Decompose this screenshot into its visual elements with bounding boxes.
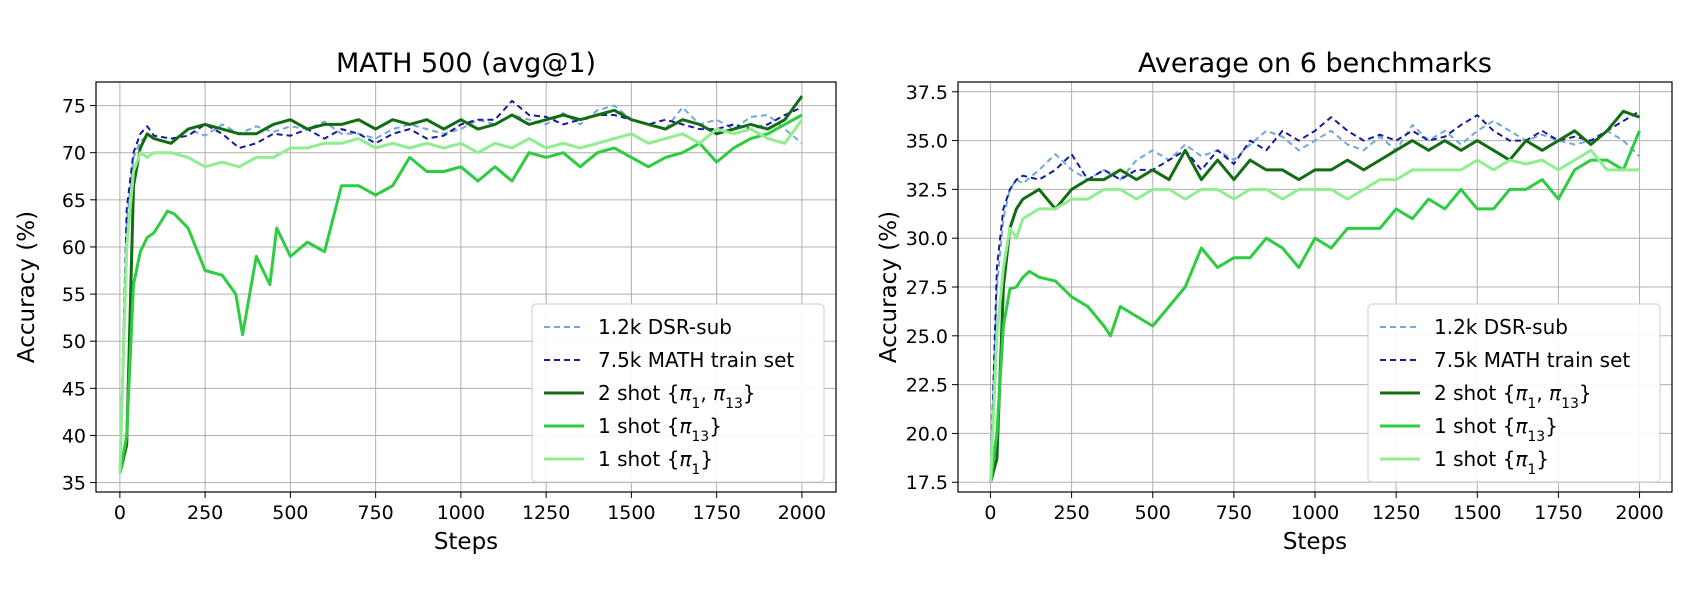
x-tick-label: 750 (1216, 502, 1252, 524)
legend-label-2: 7.5k MATH train set (1434, 348, 1630, 372)
series-line-5 (118, 118, 804, 474)
y-tick-label: 40 (62, 425, 86, 447)
series-line-2 (118, 99, 803, 474)
chart-panel-1: 0 250 500 750 1000 1250 1500 1750 2000 35 40 45 50 55… (14, 48, 837, 555)
x-tick-label: 2000 (778, 502, 826, 524)
series-line-3 (118, 95, 804, 474)
legend: 1.2k DSR-sub 7.5k MATH train set 2 shot {π… (1367, 303, 1661, 483)
plot-frame (95, 81, 837, 493)
x-tick-label: 750 (357, 502, 393, 524)
x-tick-label: 500 (272, 502, 308, 524)
legend-label-4: 1 shot {π13} (598, 414, 722, 445)
y-tick-label: 50 (62, 331, 86, 353)
y-tick-label: 45 (62, 378, 86, 400)
series-line-4 (118, 113, 803, 474)
x-axis-label: Steps (1283, 529, 1347, 555)
y-tick-label: 20.0 (906, 423, 948, 445)
x-tick-label: 1000 (1291, 502, 1339, 524)
y-tick-label: 17.5 (906, 472, 948, 494)
y-axis-label: Accuracy (%) (14, 211, 40, 363)
y-tick-label: 22.5 (906, 375, 948, 397)
y-tick-label: 55 (62, 284, 86, 306)
y-tick-label: 30.0 (906, 228, 948, 250)
chart-panel-2: 0 250 500 750 1000 1250 1500 1750 2000 17.5 20.0 22… (876, 48, 1673, 555)
y-tick-label: 65 (62, 190, 86, 212)
chart-title: MATH 500 (avg@1) (336, 48, 596, 79)
series-line-4 (989, 130, 1641, 483)
series-line-5 (989, 148, 1640, 483)
y-tick-label: 25.0 (906, 326, 948, 348)
chart-title: Average on 6 benchmarks (1138, 48, 1492, 79)
series-line-2 (989, 110, 1641, 481)
y-tick-label: 70 (62, 143, 86, 165)
y-tick-label: 35 (62, 473, 86, 495)
legend: 1.2k DSR-sub 7.5k MATH train set 2 shot {π… (531, 303, 825, 483)
legend-label-1: 1.2k DSR-sub (598, 315, 732, 339)
y-tick-label: 27.5 (906, 277, 948, 299)
y-axis-label: Accuracy (%) (876, 211, 902, 363)
x-tick-label: 2000 (1615, 502, 1663, 524)
legend-label-3: 2 shot {π1, π13} (1434, 381, 1592, 412)
series-line-1 (989, 120, 1641, 477)
legend-label-3: 2 shot {π1, π13} (598, 381, 756, 412)
x-tick-label: 1000 (437, 502, 485, 524)
x-axis-label: Steps (434, 529, 498, 555)
y-tick-label: 75 (62, 96, 86, 118)
x-tick-label: 0 (114, 502, 126, 524)
x-tick-label: 250 (1053, 502, 1089, 524)
x-tick-label: 500 (1135, 502, 1171, 524)
legend-label-2: 7.5k MATH train set (598, 348, 794, 372)
x-tick-label: 1250 (1372, 502, 1420, 524)
x-tick-label: 1750 (1534, 502, 1582, 524)
y-tick-label: 35.0 (906, 131, 948, 153)
legend-box (1367, 303, 1661, 483)
x-tick-label: 1500 (607, 502, 655, 524)
legend-box (531, 303, 825, 483)
y-tick-label: 32.5 (906, 179, 948, 201)
legend-label-5: 1 shot {π1} (1434, 447, 1549, 478)
x-tick-label: 0 (984, 502, 996, 524)
legend-label-1: 1.2k DSR-sub (1434, 315, 1568, 339)
x-tick-label: 1250 (522, 502, 570, 524)
legend-label-4: 1 shot {π13} (1434, 414, 1558, 445)
y-tick-label: 60 (62, 237, 86, 259)
x-tick-label: 1500 (1453, 502, 1501, 524)
y-tick-label: 37.5 (906, 82, 948, 104)
legend-label-5: 1 shot {π1} (598, 447, 713, 478)
series-line-1 (118, 104, 803, 469)
x-tick-label: 1750 (692, 502, 740, 524)
x-tick-label: 250 (187, 502, 223, 524)
